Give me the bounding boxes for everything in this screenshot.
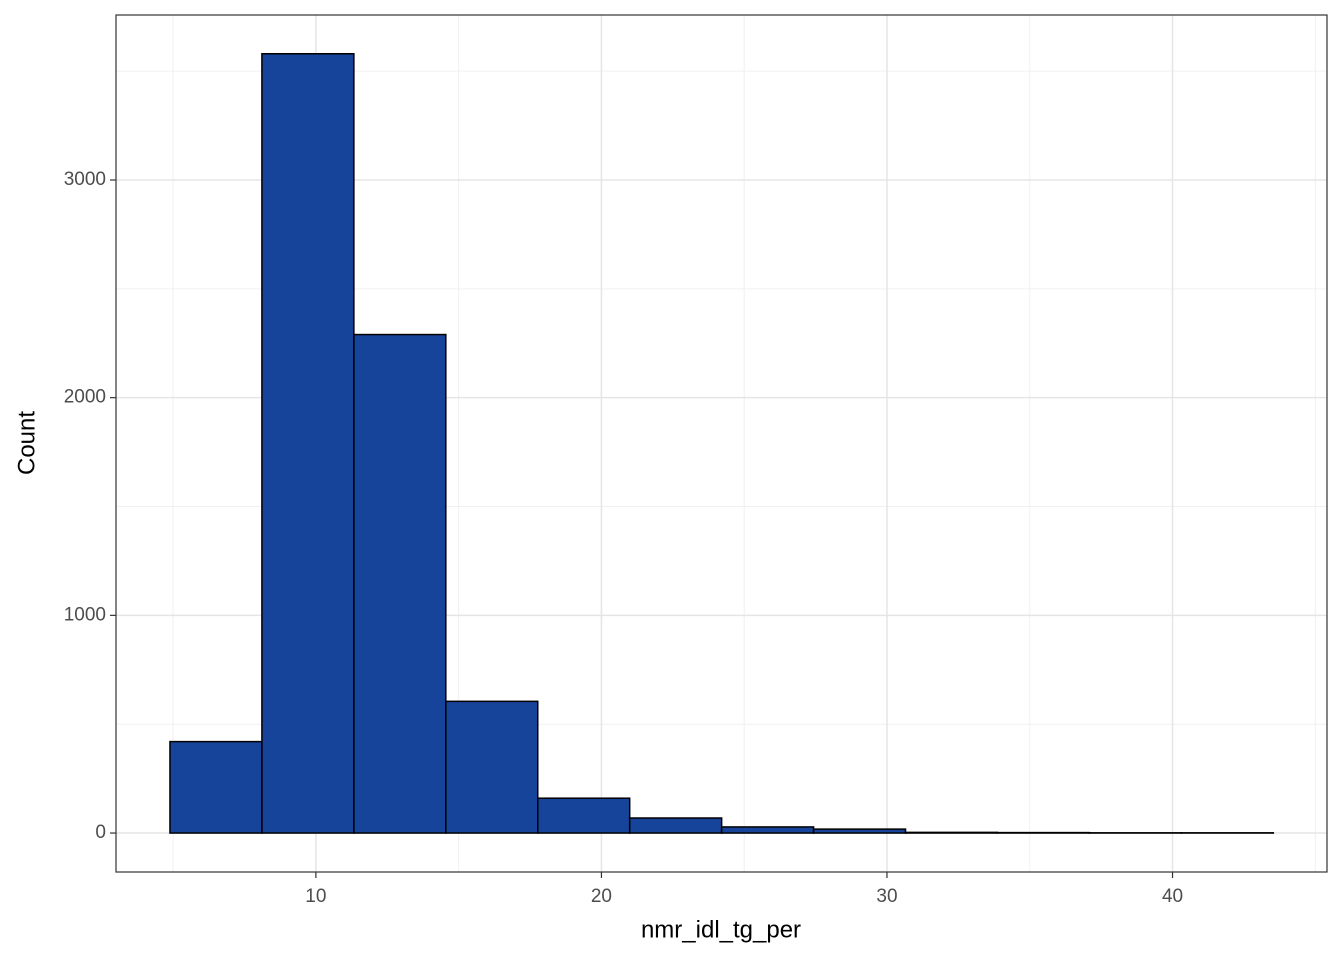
- bar: [720, 826, 815, 834]
- x-tick-label: 20: [591, 886, 612, 907]
- bar: [904, 831, 999, 834]
- x-tick-label: 40: [1162, 886, 1183, 907]
- x-tick-label: 10: [305, 886, 326, 907]
- ticks: 0 1000 2000 3000 10 20 30 40: [64, 169, 1183, 907]
- y-tick-label: 2000: [64, 387, 106, 408]
- y-tick-label: 1000: [64, 604, 106, 625]
- bar: [261, 52, 355, 834]
- bar: [628, 817, 723, 834]
- y-axis-title: Count: [13, 411, 40, 475]
- bar: [169, 740, 263, 834]
- y-tick-label: 0: [95, 822, 106, 843]
- bars: [169, 52, 1275, 834]
- panel-border: [115, 14, 1328, 873]
- x-tick-label: 30: [876, 886, 897, 907]
- bar: [353, 333, 447, 834]
- y-tick-label: 3000: [64, 169, 106, 190]
- x-axis-title: nmr_idl_tg_per: [641, 916, 801, 943]
- bar: [812, 828, 907, 834]
- bar: [445, 700, 539, 834]
- bar: [537, 797, 631, 834]
